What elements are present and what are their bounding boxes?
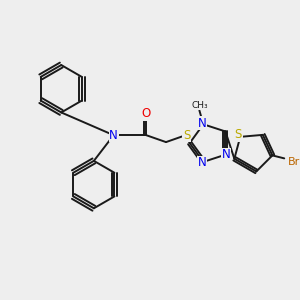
Text: N: N [198, 156, 207, 170]
Text: N: N [198, 117, 207, 130]
Text: N: N [109, 129, 118, 142]
Text: Br: Br [288, 157, 300, 167]
Text: S: S [235, 128, 242, 141]
Text: S: S [183, 129, 190, 142]
Text: CH₃: CH₃ [191, 101, 208, 110]
Text: N: N [222, 148, 231, 161]
Text: O: O [142, 107, 151, 120]
